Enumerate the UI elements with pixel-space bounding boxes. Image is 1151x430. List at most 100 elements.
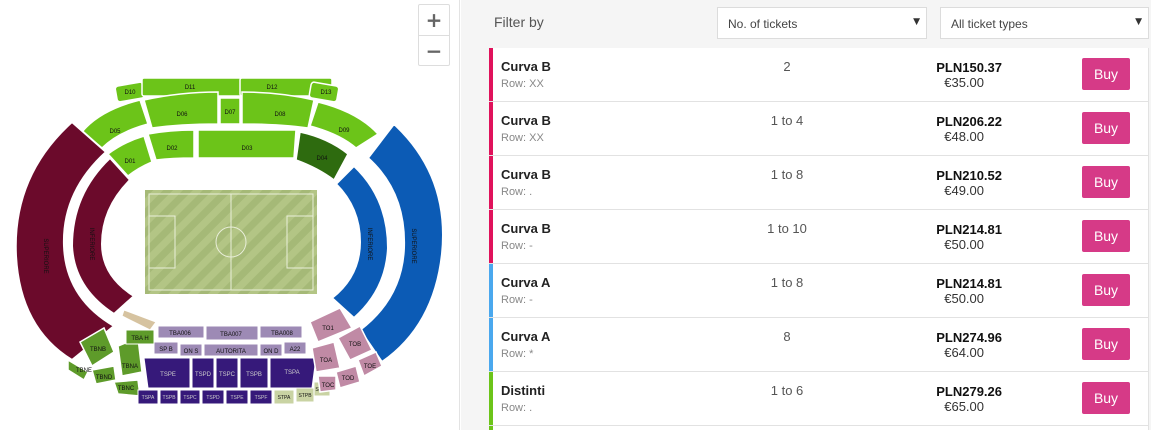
section-tspe[interactable] (143, 357, 191, 389)
label-inferiore-left: INFERIORE (88, 228, 94, 261)
section-d04[interactable] (295, 131, 349, 182)
category-color-bar (489, 372, 493, 425)
section-toe[interactable] (357, 351, 383, 378)
label-tbna: TBNA (122, 364, 138, 370)
label-tspe-bottom: TSPE (230, 395, 244, 401)
section-curva-superiore-left[interactable] (14, 120, 116, 362)
listing-row[interactable]: Curva B Row: XX 1 to 4 PLN206.22 €48.00 … (489, 102, 1149, 156)
section-d07[interactable] (219, 97, 241, 125)
section-tspc[interactable] (215, 357, 239, 389)
ticket-count-select[interactable]: No. of tickets ▼ (717, 7, 927, 39)
buy-button[interactable]: Buy (1082, 274, 1130, 306)
section-sp-b[interactable] (153, 341, 179, 355)
listing-row[interactable] (489, 426, 1149, 430)
section-d09[interactable] (309, 101, 380, 149)
section-curva-inferiore-left[interactable] (70, 156, 136, 316)
section-tspb-bottom[interactable] (159, 389, 179, 405)
label-tspb: TSPB (246, 372, 262, 378)
listing-price-eur: €64.00 (944, 345, 984, 360)
buy-button[interactable]: Buy (1082, 166, 1130, 198)
listing-row[interactable]: Curva A Row: - 1 to 8 PLN214.81 €50.00 B… (489, 264, 1149, 318)
section-curva-superiore-right[interactable] (358, 122, 444, 364)
section-tob[interactable] (336, 324, 374, 361)
label-d07: D07 (224, 110, 236, 116)
ticket-type-value: All ticket types (951, 17, 1028, 31)
listing-row[interactable]: Curva B Row: XX 2 PLN150.37 €35.00 Buy (489, 48, 1149, 102)
category-color-bar (489, 156, 493, 209)
section-tspa-bottom[interactable] (137, 389, 159, 405)
listing-row-info: Row: . (501, 186, 533, 198)
label-d02: D02 (166, 146, 178, 152)
label-tod: TOD (342, 376, 355, 382)
section-tspd[interactable] (191, 357, 215, 389)
section-curva-inferiore-right[interactable] (330, 164, 390, 320)
label-tbnb: TBNB (90, 347, 106, 353)
section-tbnb[interactable] (79, 326, 115, 368)
section-d13[interactable] (308, 81, 340, 103)
section-tan[interactable] (121, 309, 157, 331)
zoom-out-button[interactable]: − (419, 35, 449, 65)
label-superiore-right: SUPERIORE (410, 228, 416, 263)
section-tspf-bottom[interactable] (249, 389, 273, 405)
listing-quantity: 1 to 8 (770, 275, 804, 290)
label-stpb: STPB (298, 393, 312, 399)
zoom-in-button[interactable]: + (425, 8, 443, 32)
listing-quantity: 1 to 8 (770, 167, 804, 182)
buy-button[interactable]: Buy (1082, 112, 1130, 144)
label-tbnc: TBNC (118, 386, 135, 392)
buy-button[interactable]: Buy (1082, 58, 1130, 90)
section-on-d[interactable] (259, 343, 283, 357)
section-d03[interactable] (197, 129, 297, 159)
section-stpa[interactable] (273, 389, 295, 405)
section-d01[interactable] (106, 135, 153, 178)
buy-button[interactable]: Buy (1082, 328, 1130, 360)
listing-row[interactable]: Curva A Row: * 8 PLN274.96 €64.00 Buy (489, 318, 1149, 372)
section-on-s[interactable] (179, 343, 203, 357)
label-d12: D12 (266, 85, 278, 91)
section-tbnd[interactable] (91, 365, 117, 385)
section-tspe-bottom[interactable] (225, 389, 249, 405)
section-d02[interactable] (147, 129, 195, 161)
listing-price-pln: PLN274.96 (936, 330, 1002, 345)
stadium-map[interactable]: D10 D11 D12 D13 D05 D06 D07 D08 D09 D01 … (10, 76, 450, 406)
section-tspd-bottom[interactable] (201, 389, 225, 405)
listing-price-pln: PLN279.26 (936, 384, 1002, 399)
section-tba008[interactable] (259, 325, 303, 339)
section-toa[interactable] (311, 341, 341, 373)
listing-row-info: Row: * (501, 348, 534, 360)
label-tspa-bottom: TSPA (142, 395, 155, 401)
section-d08[interactable] (241, 91, 315, 129)
section-autorita[interactable] (203, 343, 259, 357)
listing-price-eur: €48.00 (944, 129, 984, 144)
section-a22[interactable] (283, 341, 307, 355)
category-color-bar (489, 264, 493, 317)
listing-quantity: 1 to 4 (770, 113, 804, 128)
category-color-bar (489, 426, 493, 430)
section-tba006[interactable] (157, 325, 205, 339)
listing-row-info: Row: - (501, 294, 533, 306)
section-tspc-bottom[interactable] (179, 389, 201, 405)
label-tba006: TBA006 (169, 331, 191, 337)
section-d06[interactable] (143, 91, 219, 129)
listing-section: Curva B (501, 221, 551, 236)
listing-price-pln: PLN214.81 (936, 276, 1002, 291)
listing-row[interactable]: Curva B Row: . 1 to 8 PLN210.52 €49.00 B… (489, 156, 1149, 210)
stadium-map-panel: + − D10 D11 D12 D13 D05 D06 D07 (0, 0, 460, 430)
buy-button[interactable]: Buy (1082, 220, 1130, 252)
label-d03: D03 (241, 146, 253, 152)
listing-row[interactable]: Distinti Row: . 1 to 6 PLN279.26 €65.00 … (489, 372, 1149, 426)
label-d09: D09 (338, 128, 350, 134)
listing-row[interactable]: Curva B Row: - 1 to 10 PLN214.81 €50.00 … (489, 210, 1149, 264)
ticket-type-select[interactable]: All ticket types ▼ (940, 7, 1149, 39)
listings-panel: Filter by No. of tickets ▼ All ticket ty… (461, 0, 1151, 430)
section-tbne[interactable] (67, 358, 89, 382)
section-tod[interactable] (335, 365, 361, 389)
section-tspb[interactable] (239, 357, 269, 389)
section-tba007[interactable] (205, 325, 259, 341)
section-toc[interactable] (317, 375, 337, 393)
section-to1[interactable] (309, 307, 354, 343)
section-tba-h[interactable] (125, 329, 155, 345)
section-d05[interactable] (80, 99, 149, 150)
buy-button[interactable]: Buy (1082, 382, 1130, 414)
listing-row-info: Row: . (501, 402, 533, 414)
